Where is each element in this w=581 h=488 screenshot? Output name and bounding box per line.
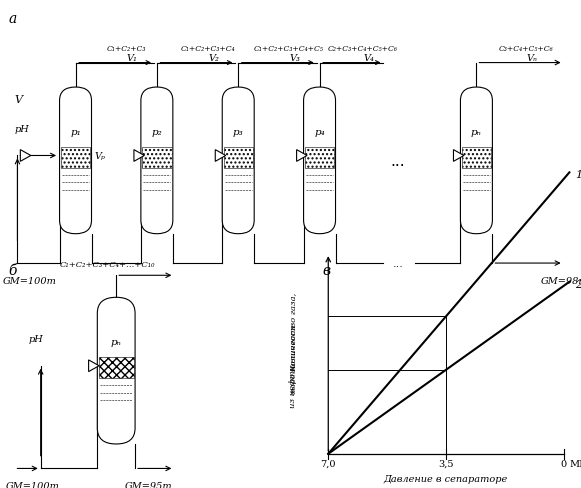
Text: C₂+C₃+C₄+C₅+C₆: C₂+C₃+C₄+C₅+C₆: [328, 45, 398, 53]
Text: ...: ...: [390, 154, 406, 168]
Text: V₂: V₂: [208, 54, 219, 63]
Bar: [99, 358, 134, 378]
Text: p₄: p₄: [314, 127, 325, 136]
Text: 0: 0: [561, 459, 566, 468]
Text: V₄: V₄: [364, 54, 374, 63]
Text: C₁+C₂+C₃: C₁+C₂+C₃: [107, 45, 146, 53]
Polygon shape: [297, 150, 307, 162]
Text: C₃+C₄+C₅+C₆: C₃+C₄+C₅+C₆: [498, 45, 553, 53]
Text: б: б: [9, 264, 17, 278]
Polygon shape: [134, 150, 145, 162]
Bar: [61, 148, 90, 168]
Text: 3,5: 3,5: [438, 459, 454, 468]
Text: p₂: p₂: [152, 127, 162, 136]
Text: C₁+C₂+C₃+C₄+…+C₁₀: C₁+C₂+C₃+C₄+…+C₁₀: [60, 260, 155, 268]
Text: Vₙ: Vₙ: [526, 54, 537, 63]
Text: pₙ: pₙ: [471, 127, 482, 136]
Text: V₃: V₃: [289, 54, 300, 63]
Polygon shape: [453, 150, 464, 162]
Text: p₃: p₃: [233, 127, 243, 136]
Text: в: в: [322, 264, 331, 278]
Text: V: V: [15, 95, 23, 104]
Text: Давление в сепараторе: Давление в сепараторе: [384, 474, 508, 483]
Text: GМ=95m: GМ=95m: [125, 481, 173, 488]
Text: 7,0: 7,0: [321, 459, 336, 468]
FancyBboxPatch shape: [98, 298, 135, 444]
Text: 1: 1: [575, 170, 581, 180]
Polygon shape: [215, 150, 225, 162]
Text: Vₚ: Vₚ: [95, 152, 105, 161]
Text: pН: pН: [29, 335, 44, 344]
Text: GМ=100m: GМ=100m: [6, 481, 60, 488]
Text: C₁+C₂+C₃+C₄: C₁+C₂+C₃+C₄: [180, 45, 235, 53]
FancyBboxPatch shape: [60, 88, 92, 234]
Bar: [142, 148, 171, 168]
Bar: [462, 148, 491, 168]
Bar: [305, 148, 334, 168]
Text: МПа: МПа: [569, 459, 581, 468]
Text: C₁+C₂+C₃+C₄+C₅: C₁+C₂+C₃+C₄+C₅: [254, 45, 324, 53]
Text: выделившегося: выделившегося: [289, 324, 297, 394]
Text: a: a: [9, 12, 17, 26]
Polygon shape: [89, 360, 99, 372]
Text: V₁: V₁: [127, 54, 138, 63]
Text: ...: ...: [393, 259, 403, 268]
Polygon shape: [20, 150, 31, 162]
Text: 2: 2: [575, 279, 581, 289]
Text: из нефти: из нефти: [289, 364, 297, 407]
FancyBboxPatch shape: [222, 88, 254, 234]
FancyBboxPatch shape: [304, 88, 336, 234]
FancyBboxPatch shape: [460, 88, 493, 234]
Text: pН: pН: [15, 125, 29, 134]
FancyBboxPatch shape: [141, 88, 173, 234]
Text: pₙ: pₙ: [111, 337, 121, 346]
Text: Количество газа,: Количество газа,: [289, 292, 297, 371]
Text: GМ=98m: GМ=98m: [540, 276, 581, 285]
Bar: [224, 148, 253, 168]
Text: GМ=100m: GМ=100m: [3, 276, 57, 285]
Text: p₁: p₁: [70, 127, 81, 136]
